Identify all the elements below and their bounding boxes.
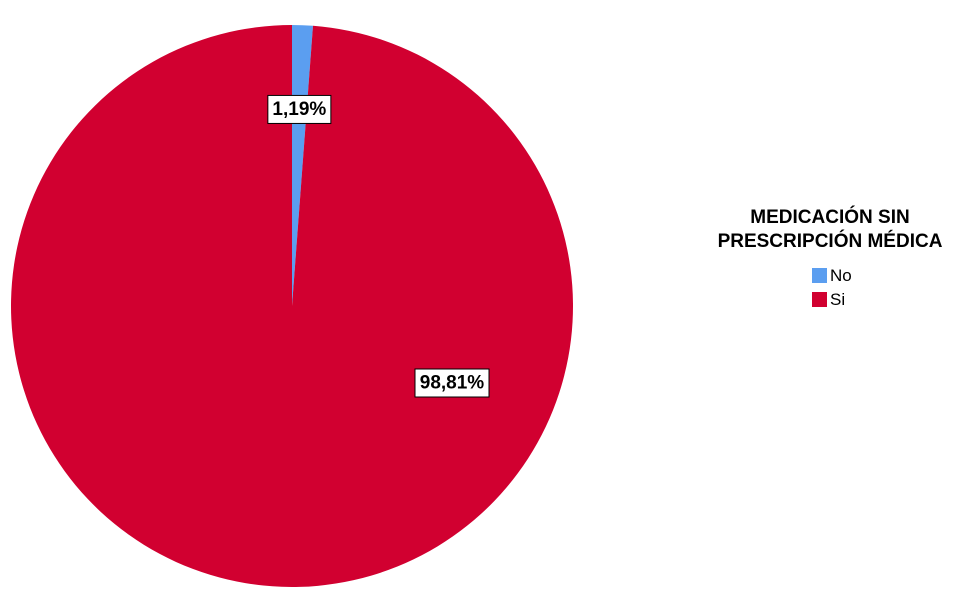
pie-slice-si [11, 25, 573, 587]
slice-label-no: 1,19% [267, 94, 332, 124]
pie-slice-labels: 1,19% 98,81% [267, 94, 490, 398]
legend-title-line-2: PRESCRIPCIÓN MÉDICA [718, 230, 943, 252]
slice-label-si: 98,81% [414, 368, 490, 398]
legend-title-line-1: MEDICACIÓN SIN [750, 206, 909, 228]
legend: MEDICACIÓN SIN PRESCRIPCIÓN MÉDICA No Si [718, 206, 943, 309]
slice-label-text-si: 98,81% [420, 373, 485, 394]
legend-swatch-si [812, 292, 827, 307]
slice-label-text-no: 1,19% [272, 99, 326, 120]
slice-label-box-no [267, 94, 332, 124]
legend-label-no: No [830, 266, 852, 285]
slice-label-box-si [414, 368, 490, 398]
legend-swatch-no [812, 268, 827, 283]
legend-label-si: Si [830, 290, 845, 309]
